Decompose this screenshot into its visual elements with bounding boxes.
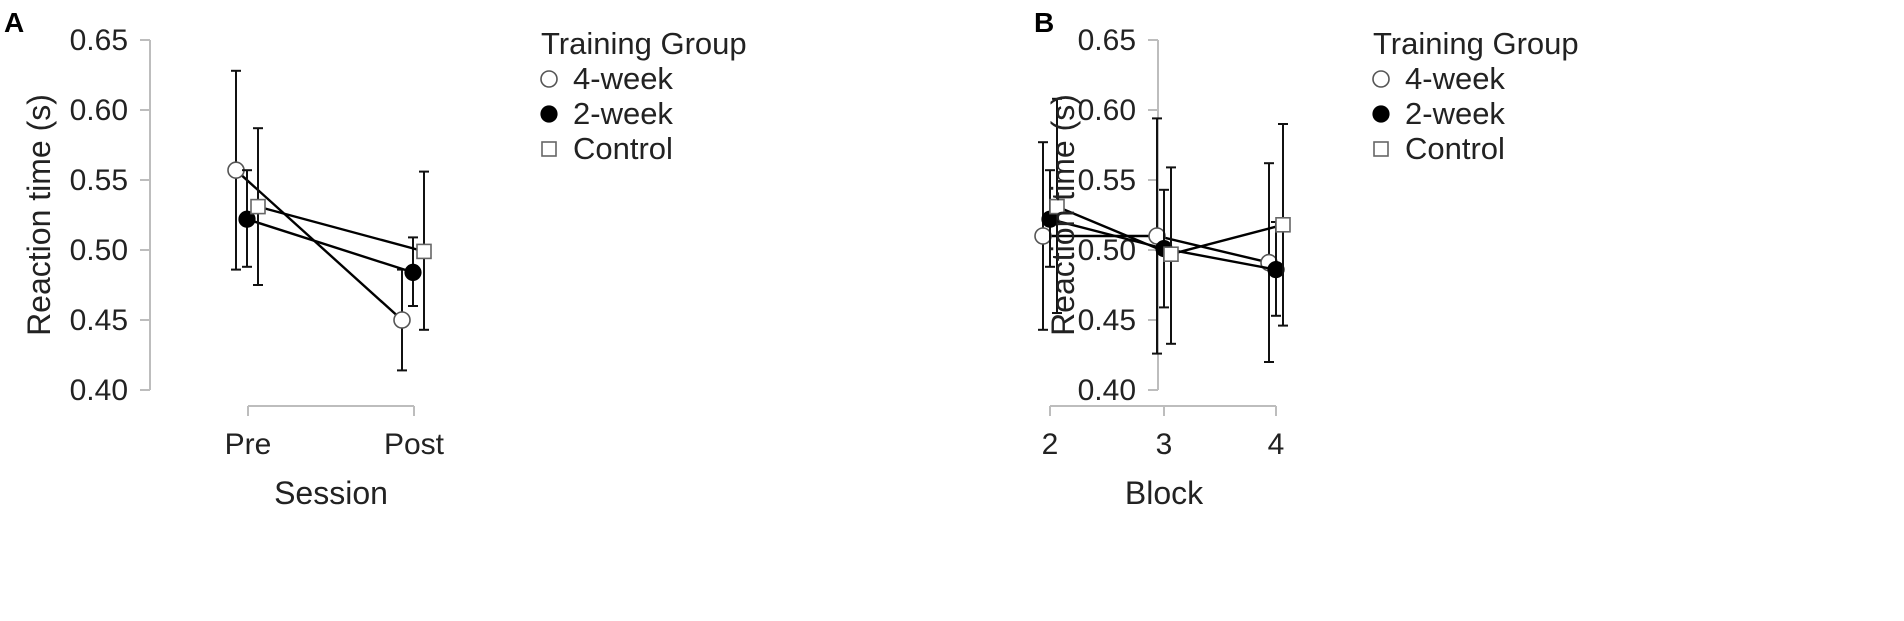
y-axis-label: Reaction time (s) <box>21 94 57 336</box>
panel-letter-a: A <box>4 7 24 38</box>
legend-title: Training Group <box>541 26 747 61</box>
legend-marker-4-week <box>540 70 558 88</box>
legend-label-2-week: 2-week <box>573 96 673 131</box>
legend-label-4-week: 4-week <box>1405 61 1505 96</box>
y-tick-label: 0.45 <box>1078 304 1136 337</box>
legend-label-4-week: 4-week <box>573 61 673 96</box>
data-point-control <box>1275 217 1291 233</box>
chart-b-svg: B 0.400.450.500.550.600.652 3 4 Reaction t… <box>1034 7 1579 511</box>
series-line-4-week <box>235 169 403 321</box>
chart-a-svg: A 0.40 0.45 0.50 0.55 0.60 0.65 Pre Post Reacti… <box>4 7 747 511</box>
y-tick-label: 0.40 <box>70 374 128 407</box>
data-point-2-week <box>238 210 256 228</box>
y-tick-label: 0.60 <box>1078 94 1136 127</box>
legend-label-control: Control <box>1405 131 1505 166</box>
y-tick-label: 0.55 <box>70 164 128 197</box>
data-point-control <box>416 243 432 260</box>
data-point-control <box>1049 198 1065 215</box>
x-tick-label: Post <box>384 428 445 461</box>
data-point-4-week <box>393 311 411 329</box>
chart-panel-b: B 0.40 0.45 0.50 0.55 0.60 0.65 2 3 4 Reaction t… <box>1012 0 1904 621</box>
y-axis-label: Reaction time (s) <box>1045 94 1081 336</box>
legend-marker-control <box>1373 141 1389 157</box>
x-tick-label: 3 <box>1156 428 1173 461</box>
plot-area-b: 0.400.450.500.550.600.652 3 4 <box>1034 24 1291 461</box>
panel-letter-b: B <box>1034 7 1054 38</box>
y-tick-label: 0.60 <box>70 94 128 127</box>
legend-title: Training Group <box>1373 26 1579 61</box>
chart-panel-a: A 0.40 0.45 0.50 0.55 0.60 0.65 Pre Post Reacti… <box>0 0 940 621</box>
data-point-2-week <box>1267 261 1285 279</box>
data-point-4-week <box>227 161 245 179</box>
y-tick-label: 0.65 <box>70 24 128 57</box>
x-tick-label: Pre <box>225 428 272 461</box>
legend-marker-2-week <box>1372 105 1390 123</box>
series-line-2-week <box>246 218 414 274</box>
x-tick-label: 2 <box>1042 428 1059 461</box>
y-tick-label: 0.65 <box>1078 24 1136 57</box>
data-point-control <box>250 198 266 215</box>
x-axis-label: Block <box>1125 475 1204 511</box>
legend-marker-4-week <box>1372 70 1390 88</box>
series-line-control <box>257 205 425 253</box>
legend-marker-control <box>541 141 557 157</box>
plot-area-a: 0.40 0.45 0.50 0.55 0.60 0.65 Pre Post <box>70 24 445 461</box>
legend-label-control: Control <box>573 131 673 166</box>
y-tick-label: 0.45 <box>70 304 128 337</box>
legend-marker-2-week <box>540 105 558 123</box>
data-point-control <box>1163 246 1179 262</box>
legend-label-2-week: 2-week <box>1405 96 1505 131</box>
x-axis-label: Session <box>274 475 388 511</box>
data-point-2-week <box>404 263 422 281</box>
y-tick-label: 0.50 <box>70 234 128 267</box>
y-tick-label: 0.40 <box>1078 374 1136 407</box>
y-tick-label: 0.55 <box>1078 164 1136 197</box>
x-tick-label: 4 <box>1268 428 1285 461</box>
